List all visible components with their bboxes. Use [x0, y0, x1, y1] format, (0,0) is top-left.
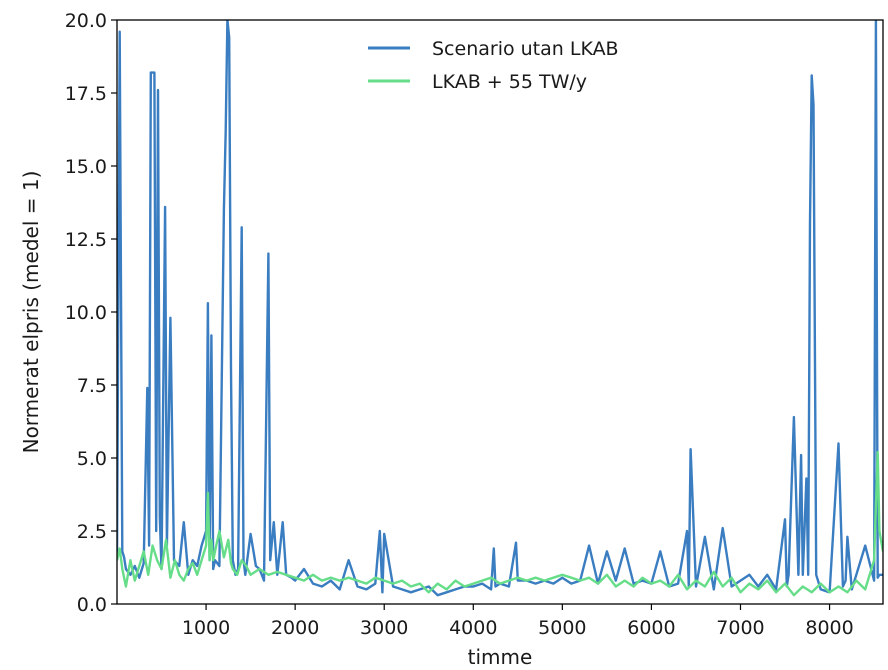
x-tick-label: 1000: [182, 617, 230, 639]
y-tick-label: 12.5: [65, 229, 107, 251]
y-tick-label: 10.0: [65, 302, 107, 324]
legend: Scenario utan LKAB LKAB + 55 TW/y: [355, 30, 675, 100]
x-axis-ticks: 1000 2000 3000 4000 5000 6000 7000 8000: [182, 604, 854, 639]
y-axis-ticks: 0.0 2.5 5.0 7.5 10.0 12.5 15.0 17.5 20.0: [65, 10, 117, 616]
legend-label-lkab: LKAB + 55 TW/y: [432, 71, 587, 93]
x-tick-label: 6000: [627, 617, 675, 639]
x-tick-label: 3000: [360, 617, 408, 639]
x-tick-label: 2000: [271, 617, 319, 639]
y-tick-label: 0.0: [77, 594, 107, 616]
series-line-scenario: [117, 20, 883, 597]
y-tick-label: 2.5: [77, 521, 107, 543]
y-axis-label: Normerat elpris (medel = 1): [19, 171, 43, 454]
x-tick-label: 4000: [449, 617, 497, 639]
legend-box: [355, 30, 675, 100]
y-tick-label: 20.0: [65, 10, 107, 32]
x-tick-label: 5000: [538, 617, 586, 639]
x-tick-label: 8000: [805, 617, 853, 639]
y-tick-label: 5.0: [77, 448, 107, 470]
series-line-lkab: [117, 451, 883, 597]
series-layer: [117, 20, 883, 597]
y-tick-label: 15.0: [65, 156, 107, 178]
legend-label-scenario: Scenario utan LKAB: [432, 38, 619, 60]
x-tick-label: 7000: [716, 617, 764, 639]
y-tick-label: 17.5: [65, 83, 107, 105]
x-axis-label: timme: [468, 645, 533, 669]
y-tick-label: 7.5: [77, 375, 107, 397]
